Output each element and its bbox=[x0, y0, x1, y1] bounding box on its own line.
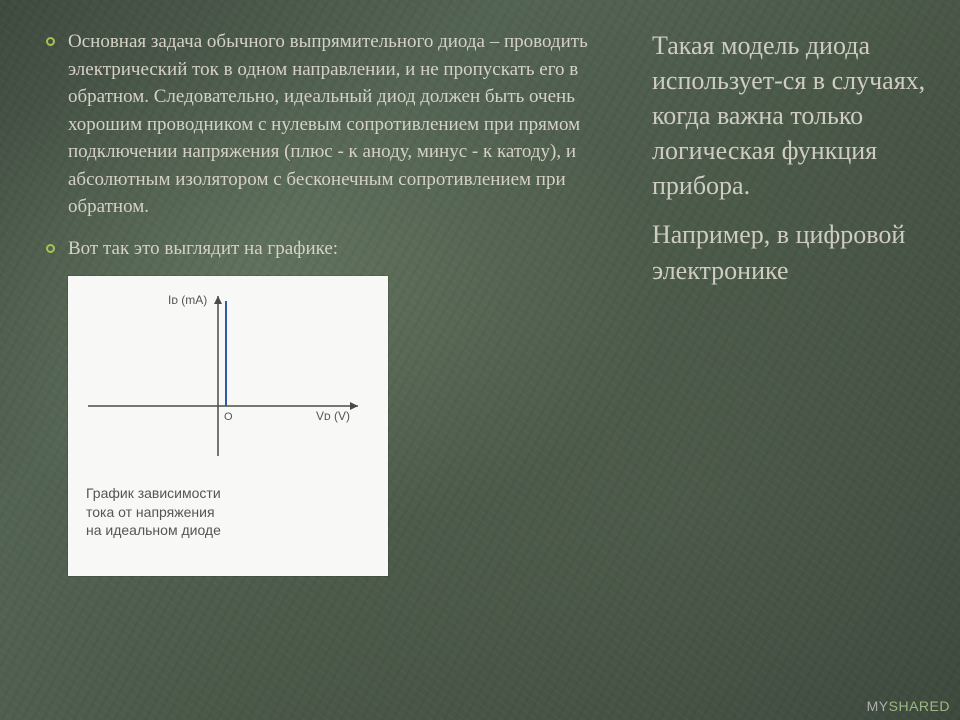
y-axis-arrow bbox=[214, 296, 222, 304]
origin-label: O bbox=[224, 411, 233, 423]
watermark: MYSHARED bbox=[867, 698, 950, 714]
graph-caption: График зависимости тока от напряжения на… bbox=[86, 484, 316, 539]
right-paragraph-2: Например, в цифровой электронике bbox=[652, 217, 932, 287]
bullet-list: Основная задача обычного выпрямительного… bbox=[42, 28, 634, 262]
x-axis-arrow bbox=[350, 402, 358, 410]
y-axis-label: Iᴅ (mA) bbox=[168, 293, 207, 307]
right-paragraph-1: Такая модель диода использует-ся в случа… bbox=[652, 28, 932, 203]
content-columns: Основная задача обычного выпрямительного… bbox=[42, 28, 932, 700]
diode-graph: Iᴅ (mA) Vᴅ (V) O График зависимости тока… bbox=[68, 276, 388, 576]
watermark-part2: SHARED bbox=[889, 698, 950, 714]
left-column: Основная задача обычного выпрямительного… bbox=[42, 28, 634, 700]
watermark-part1: MY bbox=[867, 698, 889, 714]
list-item: Вот так это выглядит на графике: bbox=[42, 235, 634, 263]
x-axis-label: Vᴅ (V) bbox=[316, 409, 350, 423]
right-column: Такая модель диода использует-ся в случа… bbox=[652, 28, 932, 700]
bullet-text: Вот так это выглядит на графике: bbox=[68, 238, 338, 259]
bullet-text: Основная задача обычного выпрямительного… bbox=[68, 31, 588, 217]
slide-root: Основная задача обычного выпрямительного… bbox=[0, 0, 960, 720]
list-item: Основная задача обычного выпрямительного… bbox=[42, 28, 634, 221]
